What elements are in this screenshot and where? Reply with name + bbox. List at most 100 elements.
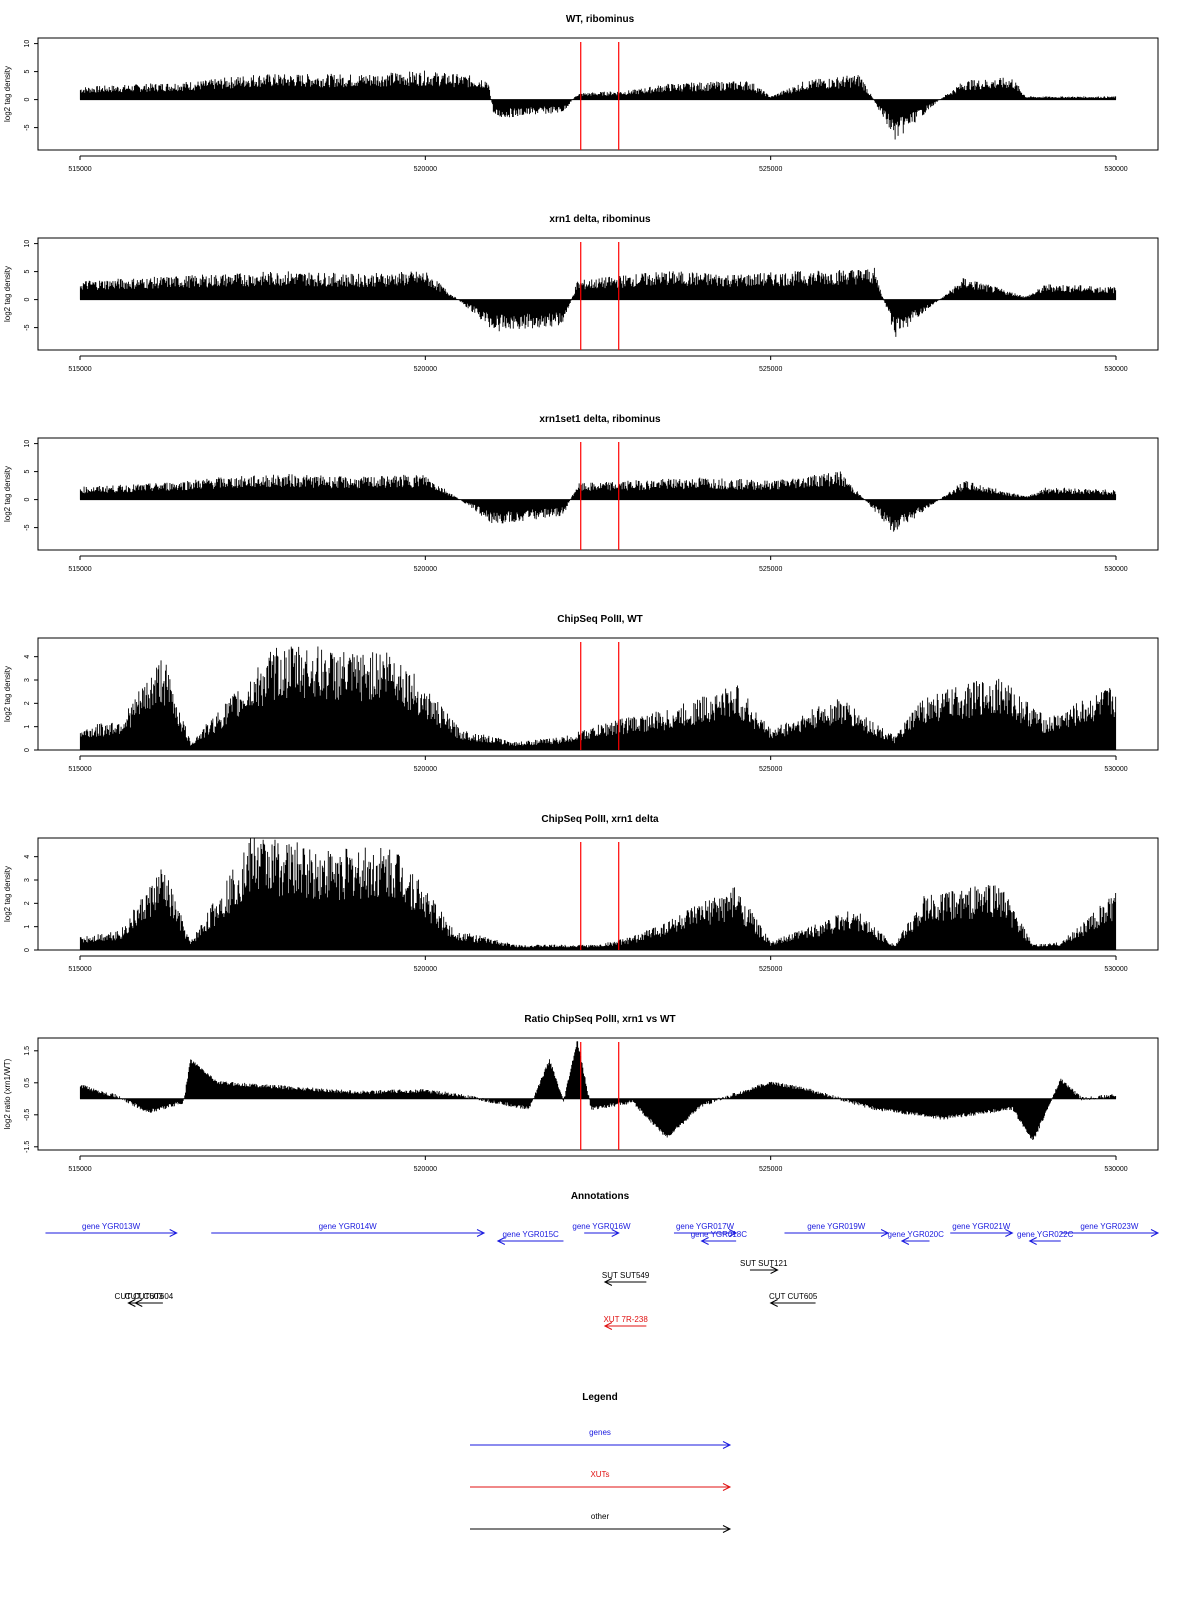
y-axis-label: log2 tag density	[3, 666, 12, 722]
annotation-other: CUT CUT604	[125, 1292, 174, 1307]
data-bars	[79, 267, 1117, 337]
y-tick-label: 0	[24, 748, 31, 752]
annotation-label: CUT CUT603	[115, 1292, 164, 1301]
panel-1: WT, ribominus -5 0 5 10 log2 tag density 51500…	[3, 14, 1159, 173]
annotations-title: Annotations	[571, 1191, 630, 1202]
y-tick-label: 1.5	[24, 1046, 31, 1056]
legend-label: XUTs	[590, 1470, 609, 1479]
arrow-head	[722, 1441, 732, 1449]
x-tick-label: 530000	[1104, 166, 1127, 173]
data-bars	[79, 70, 1117, 140]
x-tick-label: 525000	[759, 166, 782, 173]
plot-frame	[37, 1037, 1159, 1151]
panel-3: xrn1set1 delta, ribominus -5 0 5 10 log2 tag …	[3, 414, 1159, 573]
annotation-other: CUT CUT605	[769, 1292, 818, 1307]
annotation-gene: gene YGR013W	[45, 1222, 178, 1237]
arrow-head	[900, 1237, 910, 1245]
y-axis-label: log2 tag density	[3, 266, 12, 322]
annotation-label: gene YGR017W	[676, 1222, 735, 1231]
plot-frame	[37, 37, 1159, 151]
data-bars	[79, 1041, 1117, 1141]
data-bars	[79, 646, 1117, 750]
annotation-gene: gene YGR021W	[950, 1222, 1014, 1237]
annotation-label: gene YGR020C	[888, 1230, 945, 1239]
x-tick-label: 525000	[759, 1166, 782, 1173]
x-tick-label: 520000	[414, 766, 437, 773]
panel-title: xrn1 delta, ribominus	[549, 214, 651, 225]
arrow-head	[1028, 1237, 1037, 1245]
panel-5: ChipSeq PolII, xrn1 delta 0 1 2 3 4 log2 tag d…	[3, 814, 1159, 973]
y-tick-label: 3	[24, 878, 31, 882]
arrow-head	[880, 1229, 890, 1237]
annotation-label: gene YGR015C	[502, 1230, 559, 1239]
annotation-gene: gene YGR016W	[572, 1222, 631, 1237]
panel-title: WT, ribominus	[566, 14, 635, 25]
x-tick-label: 515000	[68, 766, 91, 773]
x-tick-label: 520000	[414, 166, 437, 173]
x-tick-label: 530000	[1104, 966, 1127, 973]
arrow-head	[728, 1229, 738, 1237]
arrow-head	[127, 1299, 136, 1307]
annotation-label: SUT SUT549	[602, 1271, 650, 1280]
x-tick-label: 515000	[68, 1166, 91, 1173]
x-tick-label: 525000	[759, 566, 782, 573]
y-tick-label: 2	[24, 701, 31, 705]
data-bars	[79, 838, 1117, 950]
annotation-gene: gene YGR015C	[496, 1230, 564, 1245]
y-tick-label: 10	[24, 440, 31, 448]
arrow-head	[769, 1299, 778, 1307]
annotation-label: gene YGR016W	[572, 1222, 631, 1231]
annotation-other: SUT SUT121	[740, 1259, 788, 1274]
arrow-head	[603, 1278, 613, 1286]
y-tick-label: 1	[24, 725, 31, 729]
y-tick-label: 0.5	[24, 1078, 31, 1088]
y-tick-label: 1	[24, 925, 31, 929]
arrow-head	[134, 1299, 143, 1307]
y-tick-label: 10	[24, 240, 31, 248]
panel-6: Ratio ChipSeq PolII, xrn1 vs WT -1.5 -0.5 0…	[3, 1014, 1159, 1173]
x-tick-label: 530000	[1104, 766, 1127, 773]
annotation-gene: gene YGR020C	[888, 1230, 945, 1245]
y-axis-label: log2 tag density	[3, 466, 12, 522]
annotation-gene: gene YGR019W	[784, 1222, 890, 1237]
annotation-label: gene YGR018C	[691, 1230, 748, 1239]
panel-4: ChipSeq PolII, WT 0 1 2 3 4 log2 tag density 51…	[3, 614, 1159, 773]
annotation-label: CUT CUT604	[125, 1292, 174, 1301]
x-tick-label: 515000	[68, 166, 91, 173]
panel-2: xrn1 delta, ribominus -5 0 5 10 log2 tag dens…	[3, 214, 1159, 373]
y-tick-label: 4	[24, 855, 31, 859]
annotation-gene: gene YGR022C	[1017, 1230, 1074, 1245]
legend: Legend genes XUTs other	[470, 1392, 732, 1533]
x-tick-label: 515000	[68, 566, 91, 573]
x-tick-label: 520000	[414, 366, 437, 373]
y-axis-label: log2 tag density	[3, 66, 12, 122]
y-tick-label: -5	[24, 324, 31, 330]
y-tick-label: 2	[24, 901, 31, 905]
annotation-gene: gene YGR023W	[1060, 1222, 1160, 1237]
y-tick-label: 0	[24, 298, 31, 302]
x-tick-label: 525000	[759, 366, 782, 373]
y-tick-label: 0	[24, 98, 31, 102]
x-tick-label: 515000	[68, 966, 91, 973]
annotation-other: SUT SUT549	[602, 1271, 650, 1286]
annotation-gene: gene YGR017W	[673, 1222, 738, 1237]
annotation-label: gene YGR014W	[319, 1222, 378, 1231]
arrow-head	[169, 1229, 178, 1237]
panel-title: ChipSeq PolII, WT	[557, 614, 643, 625]
x-tick-label: 525000	[759, 766, 782, 773]
arrow-head	[700, 1237, 709, 1245]
y-tick-label: -1.5	[24, 1141, 31, 1153]
x-tick-label: 520000	[414, 566, 437, 573]
annotation-xut: XUT 7R-238	[603, 1315, 648, 1330]
arrow-head	[1150, 1229, 1160, 1237]
annotations-panel: Annotations	[571, 1191, 630, 1202]
y-tick-label: 0	[24, 498, 31, 502]
annotation-label: gene YGR021W	[952, 1222, 1011, 1231]
y-tick-label: 10	[24, 40, 31, 48]
y-tick-label: -5	[24, 124, 31, 130]
panel-title: xrn1set1 delta, ribominus	[539, 414, 661, 425]
y-tick-label: 4	[24, 655, 31, 659]
y-tick-label: -5	[24, 524, 31, 530]
